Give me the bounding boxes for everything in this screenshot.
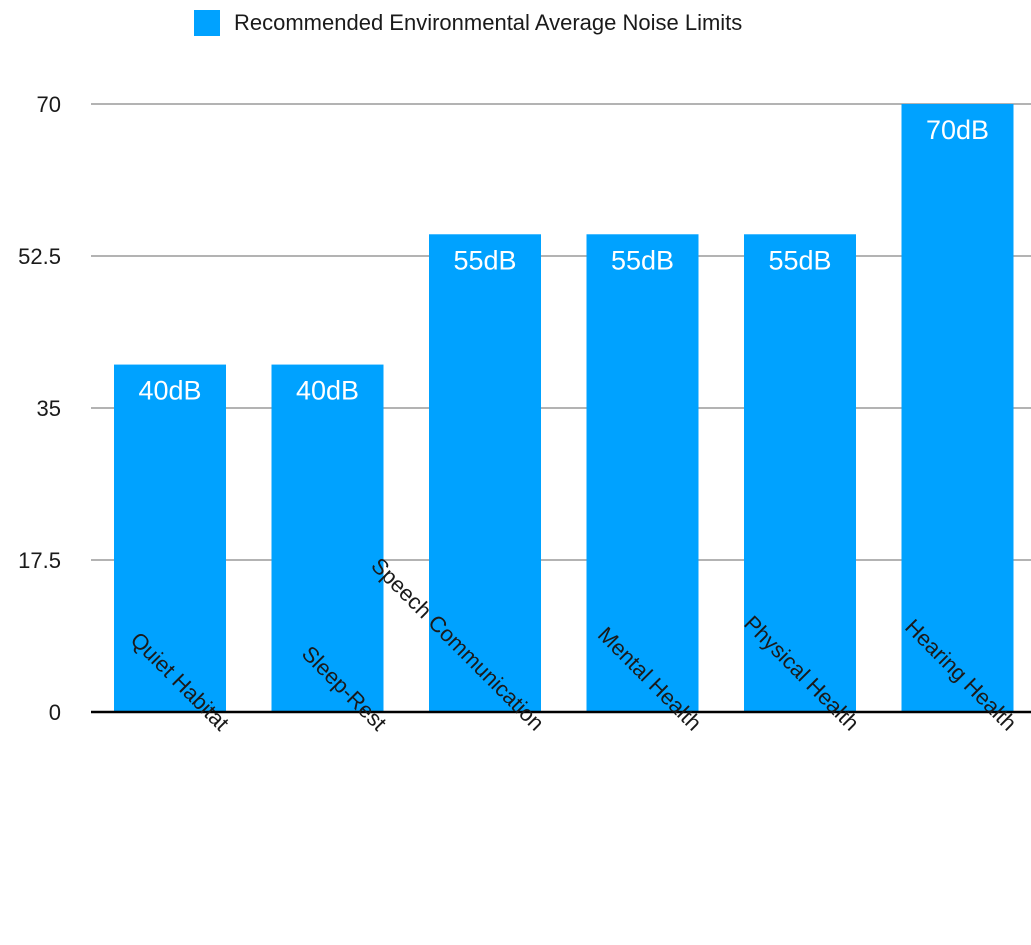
y-tick-label: 0: [49, 700, 61, 725]
data-label: 55dB: [453, 245, 516, 275]
y-tick-label: 35: [37, 396, 61, 421]
data-label: 55dB: [611, 245, 674, 275]
y-tick-label: 52.5: [18, 244, 61, 269]
legend-label: Recommended Environmental Average Noise …: [234, 10, 743, 35]
data-label: 70dB: [926, 115, 989, 145]
bar: [744, 234, 856, 713]
data-label: 40dB: [296, 376, 359, 406]
gridlines: [91, 103, 1031, 561]
y-tick-label: 17.5: [18, 548, 61, 573]
data-label: 40dB: [138, 376, 201, 406]
bars: [114, 104, 1014, 713]
legend: Recommended Environmental Average Noise …: [194, 7, 742, 39]
y-tick-label: 70: [37, 92, 61, 117]
bar: [429, 234, 541, 713]
data-label: 55dB: [768, 245, 831, 275]
bar: [901, 104, 1014, 712]
bar: [114, 364, 226, 712]
data-labels: 40dB 40dB 55dB 55dB 55dB 70dB: [138, 115, 989, 406]
bar: [586, 234, 699, 713]
y-tick-labels: 0 17.5 35 52.5 70: [18, 92, 61, 725]
legend-swatch: [194, 10, 220, 36]
bar: [271, 364, 384, 712]
